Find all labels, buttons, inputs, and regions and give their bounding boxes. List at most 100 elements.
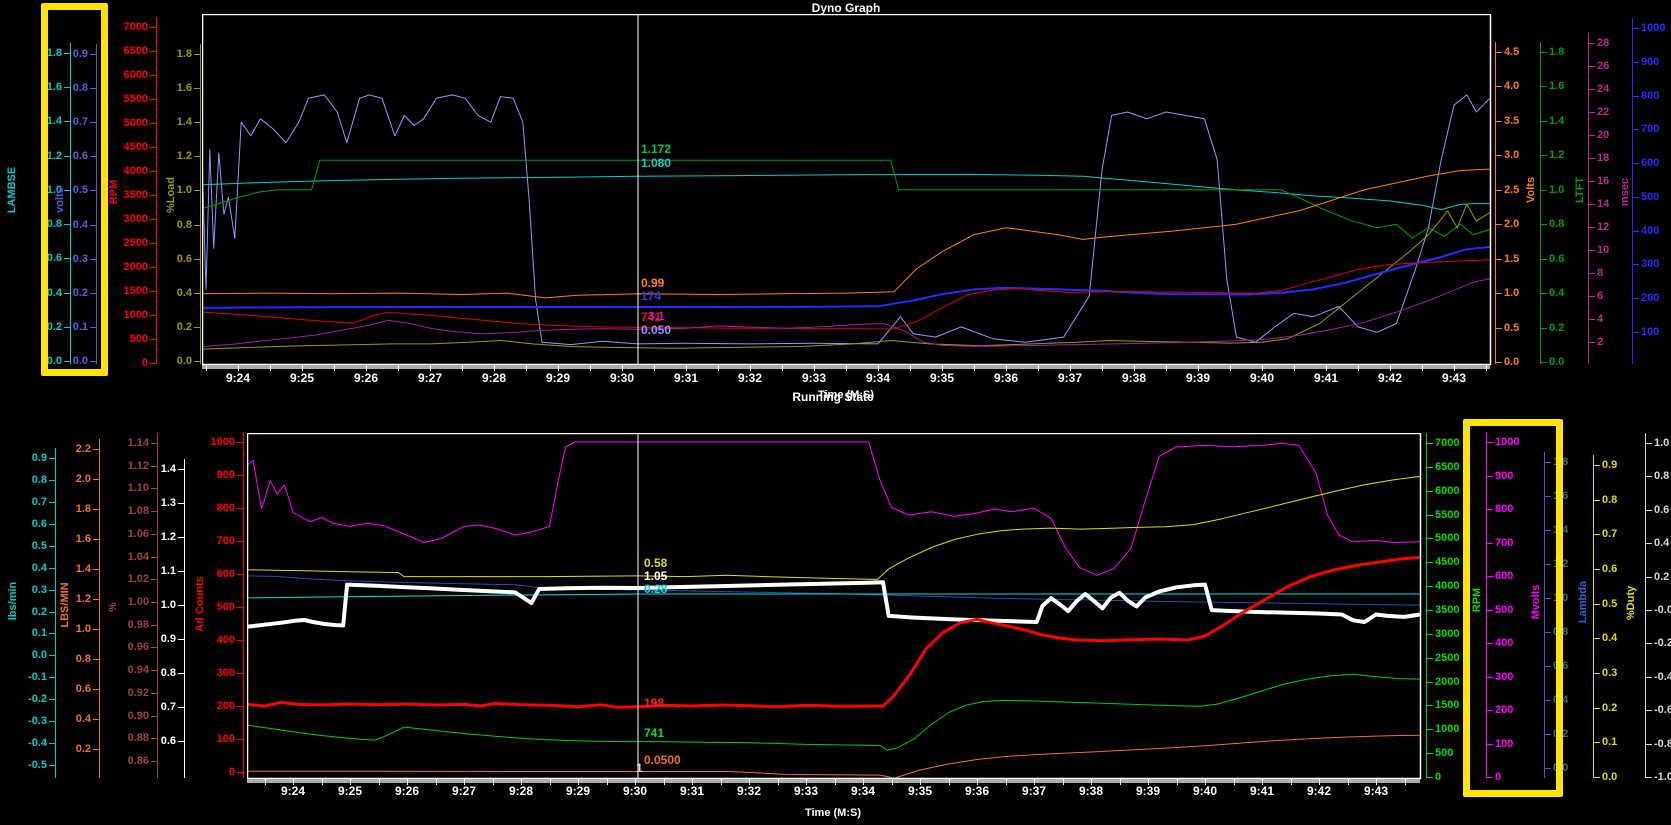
axis-tick-pct: [151, 602, 157, 603]
time-tick: [1234, 779, 1235, 785]
axis-tick-label-msec: 18: [1597, 152, 1610, 164]
axis-tick-wr: [1646, 744, 1652, 745]
axis-tick-volts: [90, 156, 96, 157]
axis-tick-label-lbm: 0.7: [31, 496, 47, 508]
trace-msec: [202, 278, 1490, 348]
axis-tick-label-voltsr: 2.5: [1504, 184, 1520, 196]
time-tick: [686, 365, 687, 371]
axis-tick-msr: [1633, 129, 1639, 130]
time-tick: [322, 779, 323, 785]
axis-tick-label-rpmt: 0: [141, 357, 148, 369]
axis-name-voltsr: Volts: [1525, 176, 1537, 204]
axis-tick-lbsm: [93, 659, 99, 660]
time-axis-caption-top: Time (M:S): [817, 389, 875, 401]
axis-tick-rpmb: [1427, 658, 1433, 659]
axis-tick-ltft: [1541, 86, 1547, 87]
axis-line-wl: [184, 459, 185, 778]
axis-tick-wl: [178, 503, 184, 504]
plot-border: [202, 14, 1492, 366]
time-tick: [558, 365, 559, 371]
axis-tick-label-pct: 1.08: [127, 505, 149, 517]
axis-tick-mv: [1487, 610, 1493, 611]
time-tick: [977, 779, 978, 785]
trace-duty: [247, 475, 1420, 580]
time-label: 9:30: [609, 371, 635, 385]
axis-tick-label-lbm: 0.3: [31, 584, 47, 596]
axis-tick-voltsr: [1496, 224, 1502, 225]
axis-tick-label-rpmt: 7000: [123, 21, 148, 33]
axis-tick-label-rpmt: 2500: [123, 237, 148, 249]
time-tick: [462, 365, 463, 371]
time-tick: [778, 779, 779, 785]
time-tick: [942, 365, 943, 371]
axis-tick-label-ltft: 0.8: [1549, 218, 1565, 230]
axis-tick-load: [194, 293, 200, 294]
time-tick: [1454, 365, 1455, 371]
axis-tick-label-volts: 0.9: [72, 48, 88, 60]
axis-tick-label-lbm: -0.2: [28, 693, 47, 705]
axis-tick-lamb: [1545, 734, 1551, 735]
time-tick: [1034, 779, 1035, 785]
axis-tick-label-msr: 600: [1641, 157, 1660, 169]
time-label: 9:34: [850, 784, 876, 798]
axis-tick-load: [194, 259, 200, 260]
axis-tick-label-rpmb: 3000: [1435, 628, 1460, 640]
time-label: 9:34: [865, 371, 891, 385]
time-tick: [835, 779, 836, 785]
axis-tick-wl: [178, 741, 184, 742]
axis-tick-label-msr: 400: [1641, 225, 1660, 237]
time-tick: [1063, 779, 1064, 785]
cursor-value-label: 1: [636, 761, 643, 775]
axis-tick-label-rpmb: 2500: [1435, 652, 1460, 664]
axis-tick-msr: [1633, 28, 1639, 29]
axis-tick-label-mv: 400: [1495, 637, 1514, 649]
time-tick: [635, 779, 636, 785]
axis-tick-voltsr: [1496, 293, 1502, 294]
axis-tick-mv: [1487, 509, 1493, 510]
axis-tick-label-rpmb: 4500: [1435, 556, 1460, 568]
axis-tick-label-lambse: 0.2: [46, 321, 62, 333]
axis-name-lamb: Lambda: [1577, 580, 1589, 624]
axis-tick-rpmb: [1427, 515, 1433, 516]
axis-tick-label-rpmb: 500: [1435, 747, 1454, 759]
axis-tick-label-msec: 6: [1597, 290, 1604, 302]
axis-tick-duty: [1594, 500, 1600, 501]
axis-tick-rpmb: [1427, 467, 1433, 468]
axis-tick-mv: [1487, 543, 1493, 544]
axis-tick-lbm: [49, 699, 55, 700]
time-tick: [949, 779, 950, 785]
time-label: 9:38: [1078, 784, 1104, 798]
axis-tick-rpmt: [150, 147, 156, 148]
time-tick: [1177, 779, 1178, 785]
axis-tick-label-adc: 700: [216, 535, 235, 547]
time-label: 9:28: [508, 784, 534, 798]
axis-tick-label-msec: 16: [1597, 175, 1610, 187]
time-label: 9:33: [801, 371, 827, 385]
axis-tick-label-wr: -0.6: [1654, 704, 1671, 716]
axis-tick-label-msr: 900: [1641, 56, 1660, 68]
axis-tick-lamb: [1545, 768, 1551, 769]
axis-tick-label-volts: 0.1: [72, 321, 88, 333]
axis-line-msr: [1632, 18, 1633, 364]
axis-tick-rpmb: [1427, 753, 1433, 754]
axis-tick-label-wl: 1.2: [160, 531, 176, 543]
axis-tick-lambse: [64, 156, 70, 157]
axis-tick-label-adc: 1000: [210, 436, 235, 448]
axis-tick-rpmb: [1427, 443, 1433, 444]
axis-line-duty: [1593, 455, 1594, 778]
axis-tick-label-lbsm: 0.8: [75, 653, 91, 665]
axis-tick-pct: [151, 693, 157, 694]
axis-tick-adc: [237, 475, 243, 476]
time-tick: [407, 779, 408, 785]
axis-tick-mv: [1487, 476, 1493, 477]
axis-tick-wl: [178, 707, 184, 708]
axis-tick-rpmt: [150, 219, 156, 220]
time-tick: [1070, 365, 1071, 371]
axis-tick-wr: [1646, 443, 1652, 444]
axis-tick-label-lambse: 0.4: [46, 287, 62, 299]
axis-line-load: [200, 44, 201, 364]
time-label: 9:39: [1185, 371, 1211, 385]
axis-tick-lbsm: [93, 509, 99, 510]
axis-tick-label-pct: 1.02: [127, 573, 149, 585]
axis-tick-label-rpmt: 1500: [123, 285, 148, 297]
